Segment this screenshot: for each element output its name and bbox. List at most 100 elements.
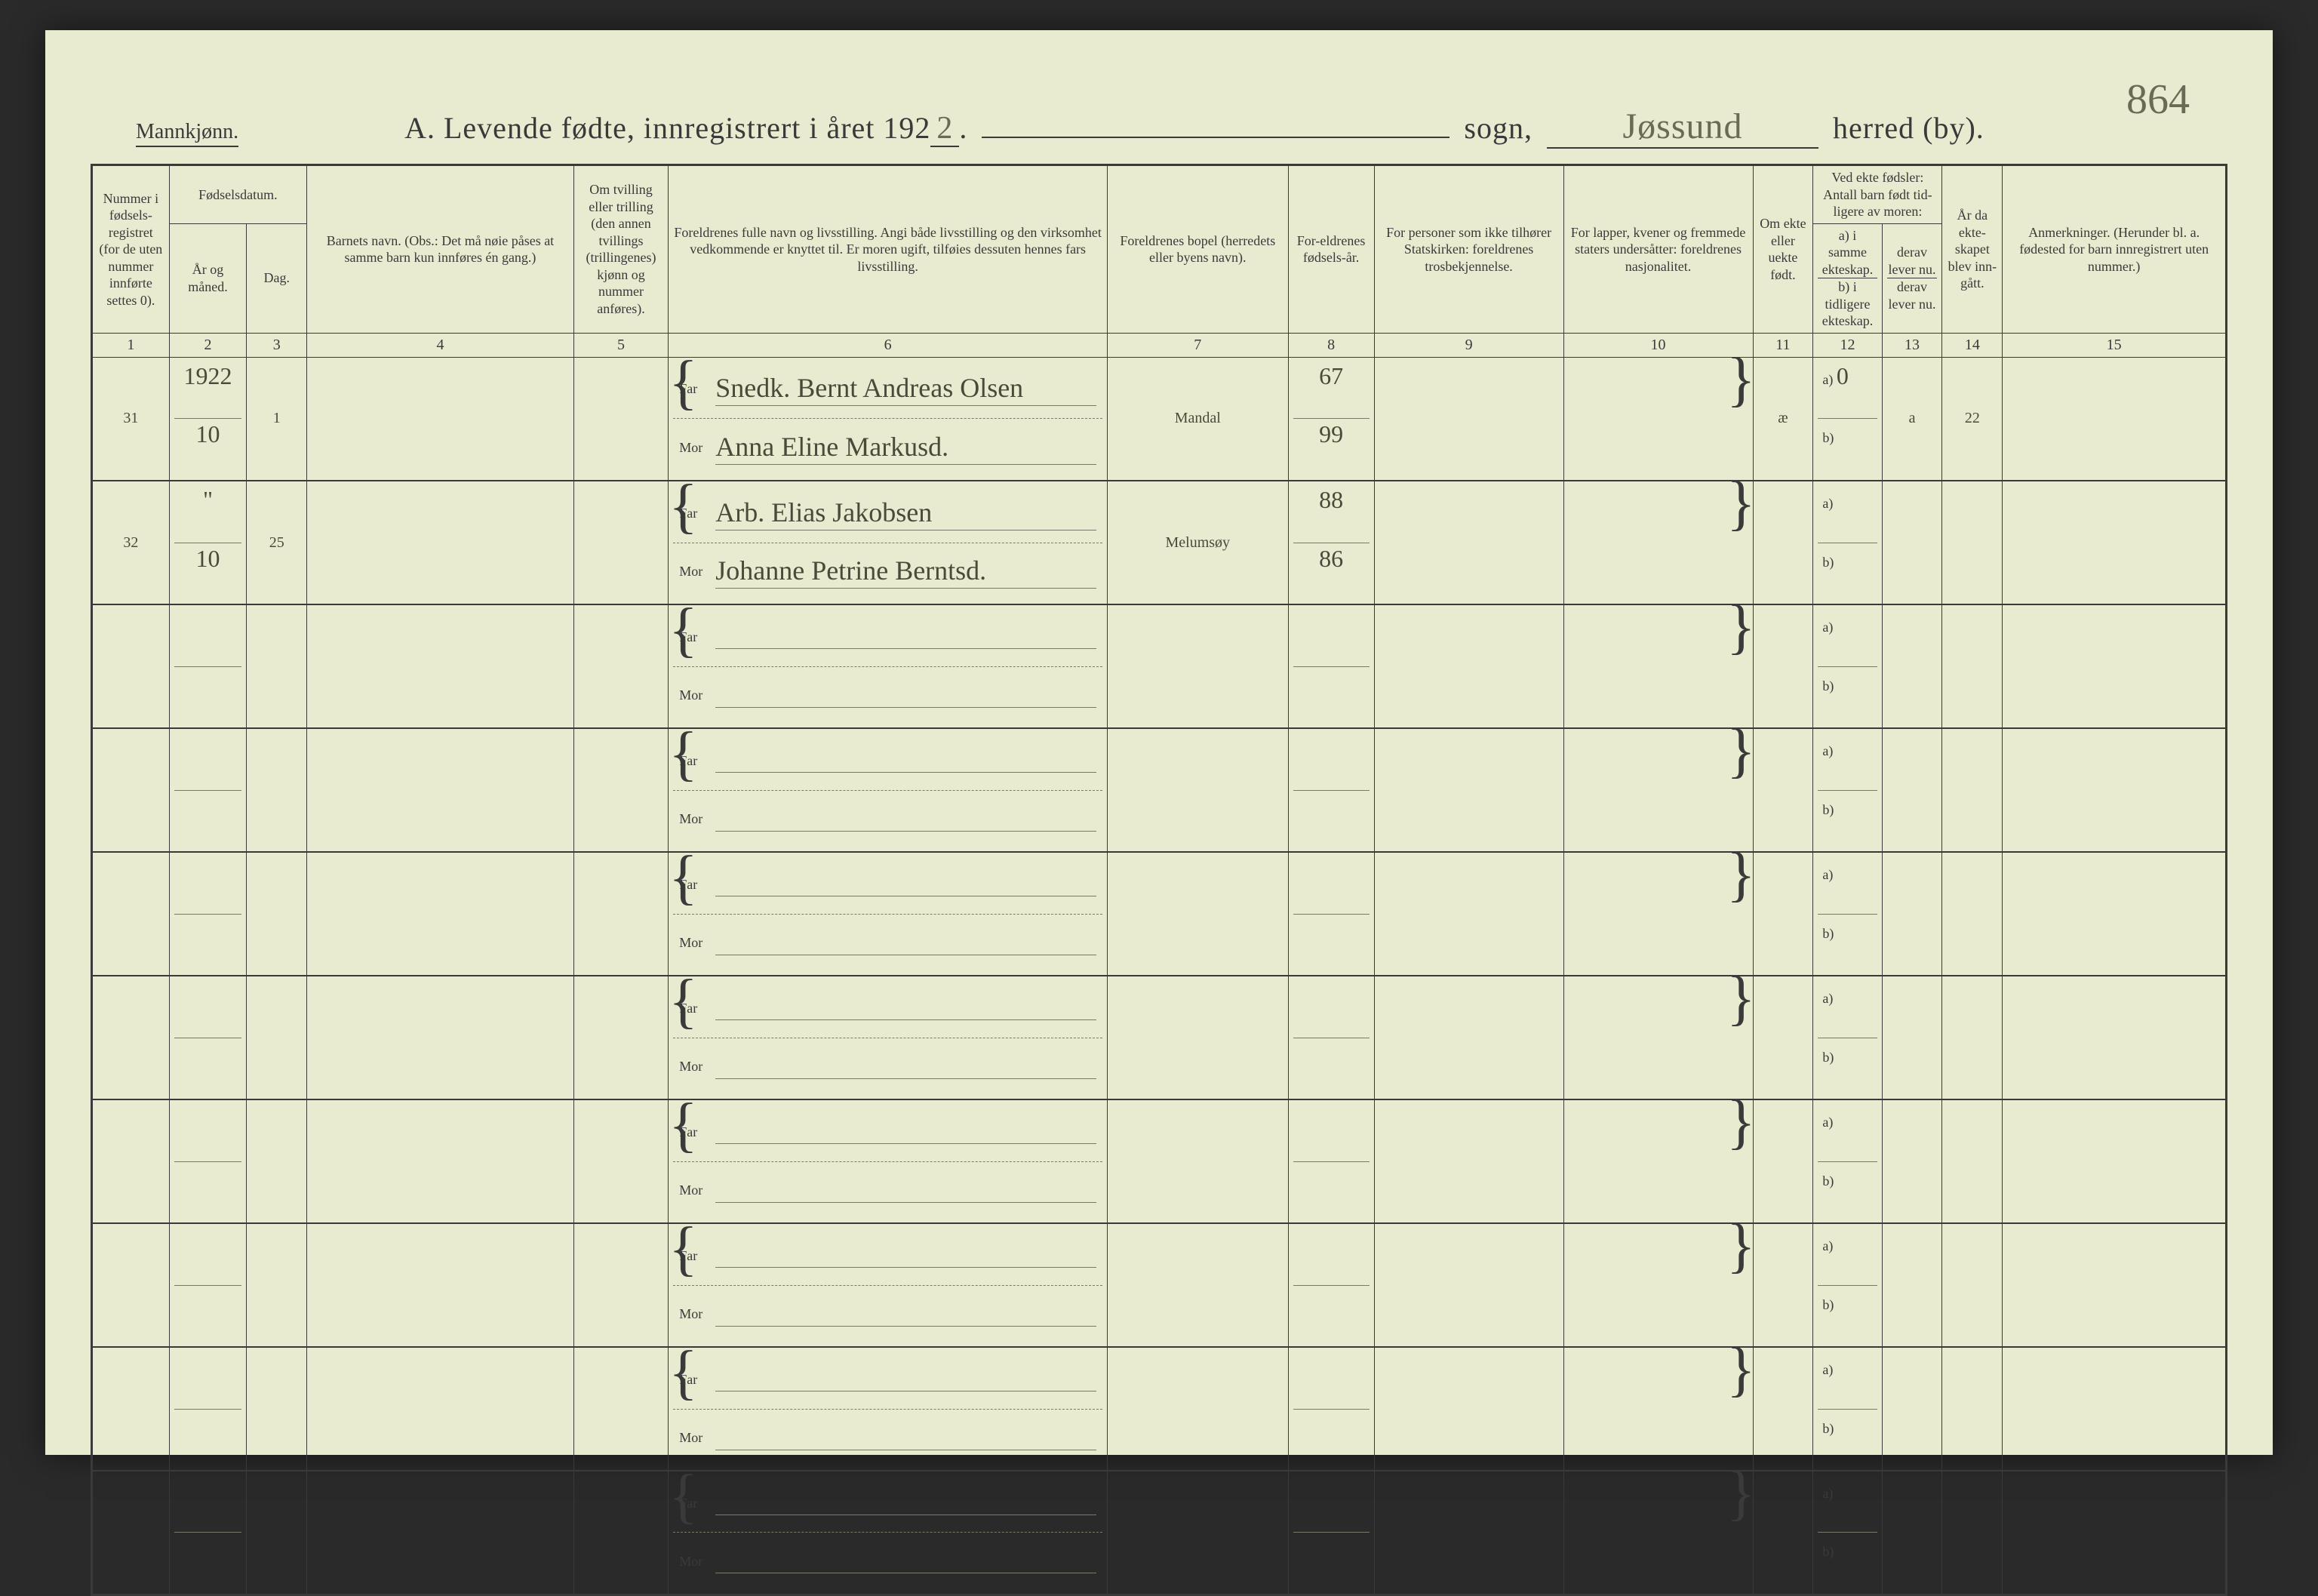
mor-label: Mor: [679, 1554, 715, 1570]
cell: [2003, 357, 2227, 481]
table-row-empty: {FarMor}a) b): [92, 1347, 2227, 1471]
mor-value: [715, 1179, 1096, 1203]
cell: Melumsøy: [1108, 481, 1289, 604]
column-number: 4: [307, 333, 574, 357]
col-4-header: Barnets navn. (Obs.: Det må nøie påses a…: [307, 165, 574, 334]
column-number: 3: [247, 333, 307, 357]
cell: [247, 728, 307, 852]
cell: [1753, 728, 1813, 852]
cell: 1: [247, 357, 307, 481]
parent-years-cell: [1288, 1099, 1374, 1223]
far-value: Snedk. Bernt Andreas Olsen: [715, 372, 1096, 406]
brace-cell: }: [1563, 604, 1753, 728]
cell: [573, 852, 668, 976]
cell: [1374, 604, 1563, 728]
brace-cell: }: [1563, 976, 1753, 1099]
cell: [1882, 728, 1942, 852]
document-page: 864 Mannkjønn. A. Levende fødte, innregi…: [45, 30, 2273, 1455]
brace-cell: }: [1563, 852, 1753, 976]
register-title: A. Levende fødte, innregistrert i året 1…: [404, 106, 1984, 149]
split-cell: [169, 1347, 247, 1471]
col-2a-header: År og måned.: [169, 223, 247, 333]
mor-label: Mor: [679, 1430, 715, 1446]
cell: [307, 357, 574, 481]
column-number: 10: [1563, 333, 1753, 357]
cell: [573, 1347, 668, 1471]
cell: [1882, 481, 1942, 604]
col-2b-header: Dag.: [247, 223, 307, 333]
brace-cell: }: [1563, 1223, 1753, 1347]
col-15-header: Anmerkninger. (Herunder bl. a. fødested …: [2003, 165, 2227, 334]
cell: a: [1882, 357, 1942, 481]
table-row: 32"1025{FarArb. Elias JakobsenMorJohanne…: [92, 481, 2227, 604]
split-cell: "10: [169, 481, 247, 604]
far-value: [715, 1244, 1096, 1268]
column-number: 12: [1813, 333, 1882, 357]
cell: [92, 1471, 170, 1594]
cell: 25: [247, 481, 307, 604]
cell: [307, 481, 574, 604]
cell: Mandal: [1108, 357, 1289, 481]
cell: [1108, 728, 1289, 852]
parents-cell: {FarSnedk. Bernt Andreas OlsenMorAnna El…: [669, 357, 1108, 481]
cell: [1374, 1099, 1563, 1223]
ab-cell: a) b): [1813, 1099, 1882, 1223]
far-value: [715, 872, 1096, 896]
cell: [573, 481, 668, 604]
cell: [573, 1223, 668, 1347]
split-cell: [169, 728, 247, 852]
col-5-header: Om tvilling eller trilling (den annen tv…: [573, 165, 668, 334]
cell: [2003, 1347, 2227, 1471]
brace-cell: }: [1563, 1347, 1753, 1471]
mor-label: Mor: [679, 1182, 715, 1198]
parent-years-cell: [1288, 852, 1374, 976]
parent-years-cell: [1288, 1471, 1374, 1594]
column-number: 5: [573, 333, 668, 357]
sogn-blank: [982, 137, 1450, 138]
brace-cell: }: [1563, 1471, 1753, 1594]
cell: [573, 357, 668, 481]
mor-label: Mor: [679, 1306, 715, 1322]
parent-years-cell: [1288, 728, 1374, 852]
cell: [573, 728, 668, 852]
column-number: 7: [1108, 333, 1289, 357]
col-11-header: Om ekte eller uekte født.: [1753, 165, 1813, 334]
table-row-empty: {FarMor}a) b): [92, 728, 2227, 852]
parents-cell: {FarMor: [669, 1223, 1108, 1347]
parents-cell: {FarMor: [669, 1099, 1108, 1223]
cell: [1753, 1347, 1813, 1471]
parents-cell: {FarArb. Elias JakobsenMorJohanne Petrin…: [669, 481, 1108, 604]
cell: [2003, 728, 2227, 852]
mor-value: [715, 684, 1096, 708]
col-10-header: For lapper, kvener og fremmede staters u…: [1563, 165, 1753, 334]
cell: [1108, 1223, 1289, 1347]
parents-cell: {FarMor: [669, 852, 1108, 976]
mor-label: Mor: [679, 1059, 715, 1075]
split-cell: [169, 976, 247, 1099]
cell: [1882, 1099, 1942, 1223]
far-value: [715, 1491, 1096, 1515]
brace-cell: }: [1563, 357, 1753, 481]
table-row-empty: {FarMor}a) b): [92, 604, 2227, 728]
ab-cell: a) b): [1813, 976, 1882, 1099]
cell: [2003, 1471, 2227, 1594]
mor-label: Mor: [679, 440, 715, 456]
cell: [1942, 728, 2003, 852]
parents-cell: {FarMor: [669, 1471, 1108, 1594]
ab-cell: a) b): [1813, 604, 1882, 728]
far-value: Arb. Elias Jakobsen: [715, 497, 1096, 530]
cell: [92, 1347, 170, 1471]
cell: [1374, 1471, 1563, 1594]
mor-value: [715, 931, 1096, 955]
col-12-group-header: Ved ekte fødsler: Antall barn født tid-l…: [1813, 165, 1942, 224]
mor-label: Mor: [679, 564, 715, 580]
table-row-empty: {FarMor}a) b): [92, 1223, 2227, 1347]
cell: [1753, 481, 1813, 604]
col-8-header: For-eldrenes fødsels-år.: [1288, 165, 1374, 334]
cell: [573, 976, 668, 1099]
cell: [92, 852, 170, 976]
cell: [247, 1223, 307, 1347]
parent-years-cell: 8886: [1288, 481, 1374, 604]
ab-cell: a) b): [1813, 1347, 1882, 1471]
cell: [1374, 976, 1563, 1099]
